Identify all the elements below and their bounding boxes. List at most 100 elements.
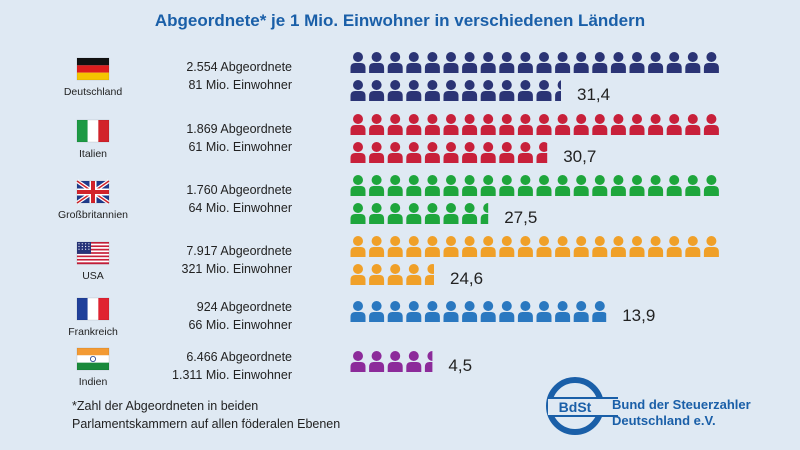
person-icon: [536, 114, 552, 135]
person-icon: [462, 52, 478, 73]
person-icon: [573, 301, 589, 322]
person-icon: [629, 175, 645, 196]
person-icon: [424, 80, 440, 101]
person-icon: [517, 52, 533, 73]
person-icon: [629, 114, 645, 135]
person-icon: [443, 52, 459, 73]
person-icon: [703, 236, 719, 257]
person-icon: [517, 114, 533, 135]
person-icon: [424, 351, 433, 372]
person-icon: [480, 203, 489, 224]
flag-germany-icon: [76, 57, 110, 81]
person-icon: [592, 52, 608, 73]
person-icon: [536, 142, 548, 163]
person-icon: [462, 203, 478, 224]
person-icon: [517, 80, 533, 101]
person-icon: [406, 236, 422, 257]
person-icon: [406, 203, 422, 224]
person-icon: [406, 142, 422, 163]
person-icon: [462, 142, 478, 163]
person-icon: [387, 203, 403, 224]
person-icon: [424, 52, 440, 73]
footnote-line-1: *Zahl der Abgeordneten in beiden: [72, 399, 258, 413]
person-icon: [406, 175, 422, 196]
abgeordnete-text: 6.466 Abgeordnete: [186, 350, 292, 364]
person-icon: [350, 301, 366, 322]
value-label: 24,6: [450, 269, 483, 288]
person-icon: [555, 236, 571, 257]
person-icon: [369, 351, 385, 372]
person-icon: [369, 142, 385, 163]
country-label: Frankreich: [68, 326, 118, 338]
country-row: Großbritannien 1.760 Abgeordnete 64 Mio. E…: [58, 175, 719, 227]
person-icon: [573, 52, 589, 73]
bdst-logo: BdSt Bund der Steuerzahler Deutschland e…: [546, 377, 751, 435]
person-icon: [703, 52, 719, 73]
country-row: Indien 6.466 Abgeordnete 1.311 Mio. Einwoh…: [76, 347, 472, 388]
person-icon: [648, 114, 664, 135]
person-icon: [350, 52, 366, 73]
person-icon: [685, 236, 701, 257]
person-icon: [499, 114, 515, 135]
person-icon: [387, 351, 403, 372]
person-icon: [517, 142, 533, 163]
person-icon: [406, 52, 422, 73]
country-row: Frankreich 924 Abgeordnete 66 Mio. Einwohn…: [68, 297, 655, 338]
person-icon: [369, 301, 385, 322]
person-icon: [610, 175, 626, 196]
country-row: Italien 1.869 Abgeordnete 61 Mio. Einwohne…: [76, 114, 719, 166]
person-icon: [350, 175, 366, 196]
person-icon: [387, 264, 403, 285]
person-icon: [703, 114, 719, 135]
person-icon: [499, 301, 515, 322]
person-icon: [666, 114, 682, 135]
person-icon: [387, 236, 403, 257]
flag-france-icon: [76, 297, 110, 321]
person-icon: [462, 114, 478, 135]
person-icon: [536, 236, 552, 257]
person-icon: [629, 236, 645, 257]
person-icon: [443, 203, 459, 224]
person-icon: [666, 175, 682, 196]
person-icon: [424, 301, 440, 322]
person-icon: [517, 175, 533, 196]
flag-italy-icon: [76, 119, 110, 143]
person-icon: [443, 142, 459, 163]
chart-title: Abgeordnete* je 1 Mio. Einwohner in vers…: [155, 11, 645, 30]
person-icon: [369, 203, 385, 224]
person-icon: [536, 52, 552, 73]
person-icon: [424, 236, 440, 257]
value-label: 27,5: [504, 208, 537, 227]
person-icon: [685, 52, 701, 73]
person-icon: [499, 80, 515, 101]
person-icon: [666, 236, 682, 257]
person-icon: [499, 142, 515, 163]
person-icon: [387, 114, 403, 135]
person-icon: [480, 301, 496, 322]
person-icon: [369, 114, 385, 135]
abgeordnete-text: 1.760 Abgeordnete: [186, 183, 292, 197]
person-icon: [610, 52, 626, 73]
person-icon: [424, 142, 440, 163]
value-label: 30,7: [563, 147, 596, 166]
person-icon: [555, 301, 571, 322]
value-label: 31,4: [577, 85, 610, 104]
country-row: Deutschland 2.554 Abgeordnete 81 Mio. Einw…: [64, 52, 719, 104]
person-icon: [387, 301, 403, 322]
abgeordnete-text: 1.869 Abgeordnete: [186, 122, 292, 136]
person-icon: [573, 236, 589, 257]
flag-uk-icon: [75, 179, 111, 205]
value-label: 13,9: [622, 306, 655, 325]
person-icon: [555, 114, 571, 135]
person-icon: [424, 264, 434, 285]
person-icon: [536, 301, 552, 322]
person-icon: [387, 175, 403, 196]
logo-line-1: Bund der Steuerzahler: [612, 397, 751, 412]
person-icon: [443, 301, 459, 322]
abgeordnete-text: 7.917 Abgeordnete: [186, 244, 292, 258]
person-icon: [369, 236, 385, 257]
person-icon: [350, 80, 366, 101]
person-icon: [406, 264, 422, 285]
person-icon: [536, 175, 552, 196]
